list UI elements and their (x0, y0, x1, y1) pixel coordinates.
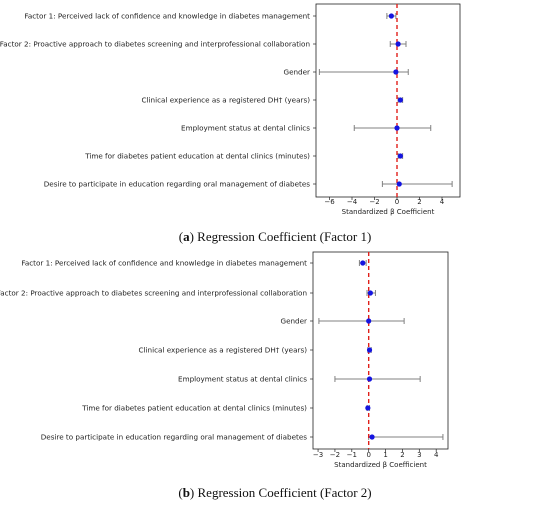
estimate-point (397, 97, 403, 103)
estimate-point (369, 434, 375, 440)
category-label: Factor 1: Perceived lack of confidence a… (21, 259, 307, 268)
category-label: Gender (284, 68, 311, 77)
category-label: Clinical experience as a registered DH† … (139, 346, 308, 355)
category-label: Factor 1: Perceived lack of confidence a… (24, 12, 310, 21)
plot-frame (315, 3, 461, 198)
category-label: Desire to participate in education regar… (44, 180, 311, 189)
category-label: Factor 2: Proactive approach to diabetes… (0, 289, 307, 298)
x-tick-label: −6 (324, 198, 335, 206)
estimate-point (365, 405, 371, 411)
category-label: Factor 2: Proactive approach to diabetes… (0, 40, 310, 49)
figure-caption: (a) Regression Coefficient (Factor 1) (179, 229, 372, 244)
x-tick-label: 4 (434, 451, 439, 459)
estimate-point (366, 376, 373, 382)
estimate-point (388, 13, 394, 19)
estimate-point (394, 125, 400, 131)
x-tick-label: 4 (440, 198, 445, 206)
estimate-point (367, 290, 373, 296)
x-tick-label: 2 (400, 451, 404, 459)
category-label: Time for diabetes patient education at d… (84, 152, 310, 161)
x-axis-label: Standardized β Coefficient (342, 208, 435, 216)
estimate-point (360, 260, 366, 266)
panel-a: −6 −4 −2 0 2 4 Factor 1: Perceived lack of con… (0, 3, 461, 244)
x-tick-label: 0 (395, 198, 399, 206)
plot-frame (312, 251, 449, 450)
x-tick-label: −4 (347, 198, 358, 206)
category-label: Time for diabetes patient education at d… (81, 404, 307, 413)
category-label: Employment status at dental clinics (181, 124, 310, 133)
category-label: Desire to participate in education regar… (41, 433, 308, 442)
category-label: Clinical experience as a registered DH† … (142, 96, 311, 105)
estimate-point (395, 41, 401, 47)
category-label: Employment status at dental clinics (178, 375, 307, 384)
panel-b: −3 −2 −1 0 1 2 3 4 Factor 1: Perceived lack of c… (0, 251, 449, 500)
category-label: Gender (281, 317, 308, 326)
x-tick-label: 0 (366, 451, 370, 459)
x-tick-label: −2 (369, 198, 379, 206)
estimate-point (396, 181, 402, 187)
x-tick-label: 2 (417, 198, 421, 206)
x-tick-label: −2 (330, 451, 340, 459)
x-axis-label: Standardized β Coefficient (334, 461, 427, 469)
estimate-point (366, 347, 373, 353)
x-tick-label: −3 (313, 451, 323, 459)
x-tick-label: 3 (417, 451, 421, 459)
figure-caption: (b) Regression Coefficient (Factor 2) (178, 485, 371, 500)
estimate-point (393, 69, 399, 75)
estimate-point (397, 153, 403, 159)
x-tick-label: 1 (383, 451, 387, 459)
estimate-point (366, 318, 372, 324)
x-tick-label: −1 (347, 451, 357, 459)
